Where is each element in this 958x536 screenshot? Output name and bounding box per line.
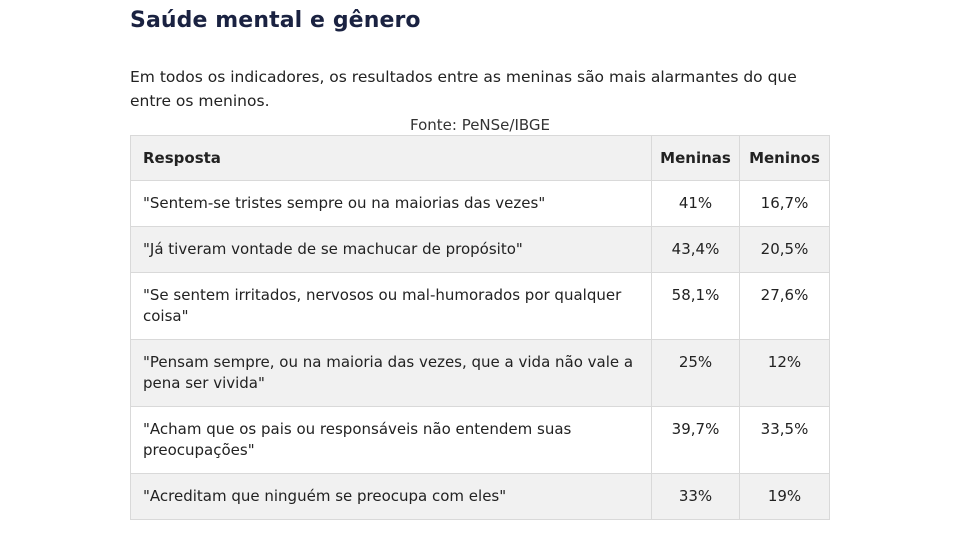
cell-resposta: "Sentem-se tristes sempre ou na maiorias…	[129, 180, 653, 227]
table-row: "Se sentem irritados, nervosos ou mal-hu…	[129, 272, 830, 340]
table-row: "Pensam sempre, ou na maioria das vezes,…	[129, 339, 830, 407]
data-table: Resposta Meninas Meninos "Sentem-se tris…	[129, 135, 830, 520]
cell-meninos: 12%	[739, 339, 830, 407]
cell-resposta: "Pensam sempre, ou na maioria das vezes,…	[129, 339, 653, 407]
article-section: Saúde mental e gênero Em todos os indica…	[129, 0, 830, 520]
cell-meninos: 16,7%	[739, 180, 830, 227]
cell-meninas: 58,1%	[651, 272, 740, 340]
cell-meninas: 39,7%	[651, 406, 740, 474]
table-row: "Sentem-se tristes sempre ou na maiorias…	[129, 180, 830, 227]
cell-resposta: "Se sentem irritados, nervosos ou mal-hu…	[129, 272, 653, 340]
table-row: "Acreditam que ninguém se preocupa com e…	[129, 473, 830, 520]
column-header-resposta: Resposta	[129, 135, 653, 181]
table-header-row: Resposta Meninas Meninos	[129, 135, 830, 181]
cell-meninos: 27,6%	[739, 272, 830, 340]
source-caption: Fonte: PeNSe/IBGE	[409, 116, 551, 134]
cell-meninos: 19%	[739, 473, 830, 520]
cell-meninas: 33%	[651, 473, 740, 520]
cell-meninas: 43,4%	[651, 226, 740, 273]
cell-meninos: 33,5%	[739, 406, 830, 474]
cell-meninas: 25%	[651, 339, 740, 407]
cell-meninas: 41%	[651, 180, 740, 227]
cell-resposta: "Acham que os pais ou responsáveis não e…	[129, 406, 653, 474]
table-row: "Já tiveram vontade de se machucar de pr…	[129, 226, 830, 273]
page-title: Saúde mental e gênero	[130, 8, 421, 33]
table-row: "Acham que os pais ou responsáveis não e…	[129, 406, 830, 474]
column-header-meninas: Meninas	[651, 135, 740, 181]
cell-resposta: "Acreditam que ninguém se preocupa com e…	[129, 473, 653, 520]
cell-meninos: 20,5%	[739, 226, 830, 273]
column-header-meninos: Meninos	[739, 135, 830, 181]
cell-resposta: "Já tiveram vontade de se machucar de pr…	[129, 226, 653, 273]
intro-text: Em todos os indicadores, os resultados e…	[130, 68, 797, 110]
